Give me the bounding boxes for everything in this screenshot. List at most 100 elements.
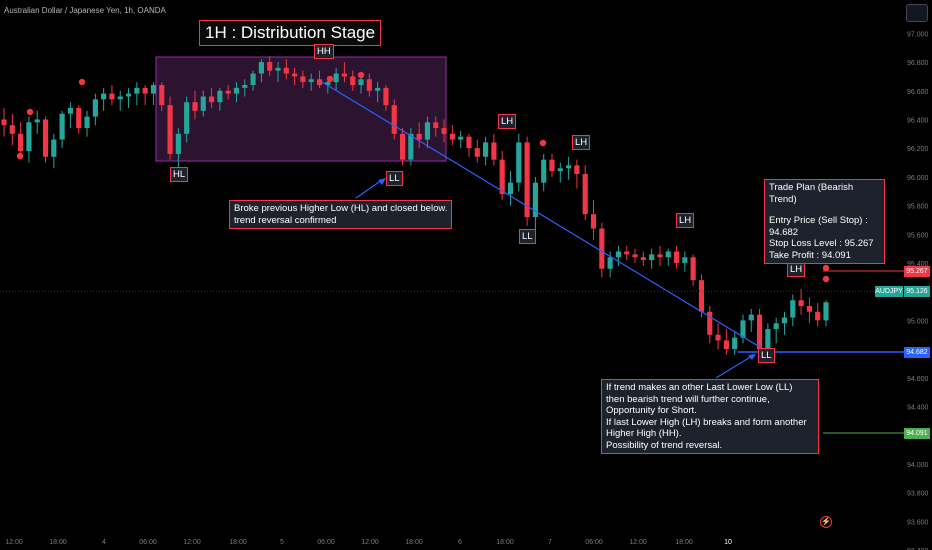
candle-body [366,79,372,91]
candle-body [707,311,713,335]
ticker-tag: AUDJPY [875,286,903,297]
label-lh-3: LH [676,213,695,228]
candle-body [26,122,32,152]
candle-body [159,85,165,106]
candle-body [292,73,298,77]
label-hl: HL [170,167,189,182]
candle-body [765,328,771,350]
candles [1,56,829,364]
broke-line-2: trend reversal confirmed [234,214,337,226]
candle-body [624,251,630,255]
candle-body [300,76,306,83]
candle-body [399,133,406,160]
x-tick-label: 6 [458,539,462,546]
signal-dots [16,71,830,283]
x-tick-label: 7 [548,539,552,546]
candle-body [34,119,40,123]
x-tick-label: 18:00 [675,539,693,546]
candle-body [424,122,431,140]
candle-body [607,257,613,269]
x-tick-label: 06:00 [139,539,157,546]
take-profit-price-tag: 94.091 [904,428,930,439]
lightning-icon[interactable]: ⚡ [820,516,832,528]
signal-dot [78,78,86,86]
candle-body [42,119,49,157]
candle-body [225,90,231,94]
trend-line-3: Opportunity for Short. [606,405,697,416]
bearish-trendline [321,81,769,353]
candle-body [781,317,788,324]
candle-body [483,142,489,157]
candle-body [499,159,505,195]
candle-body [715,334,721,341]
y-tick-label: 96.600 [907,89,929,96]
candle-body [532,182,538,218]
candle-body [250,73,256,86]
candle-body [350,76,356,86]
candle-body [134,87,140,94]
candle-body [582,173,588,215]
x-tick-label: 18:00 [405,539,423,546]
candle-body [524,142,530,218]
candle-body [466,136,472,149]
candle-body [242,85,248,88]
candle-body [815,311,821,321]
label-ll-3: LL [758,348,775,363]
candle-body [200,96,206,111]
candle-body [391,105,397,134]
y-tick-label: 95.600 [907,232,929,239]
candle-body [233,87,240,94]
candle-body [665,251,671,258]
candle-body [541,159,547,183]
candle-body [806,306,812,312]
candle-body [673,251,680,263]
candle-body [757,314,763,350]
candle-body [549,159,555,172]
trade-plan-stop: Stop Loss Level : 95.267 [769,238,874,249]
candle-body [507,182,514,195]
y-tick-label: 95.000 [907,318,929,325]
signal-dot [357,71,365,79]
candle-body [51,139,57,157]
label-lh-4: LH [787,262,806,277]
x-tick-label: 18:00 [49,539,67,546]
label-hh: HH [314,44,334,59]
y-tick-label: 96.000 [907,175,929,182]
y-tick-label: 93.600 [907,519,929,526]
candle-body [76,107,82,129]
candle-body [566,165,572,169]
trend-annotation: If trend makes an other Last Lower Low (… [601,379,819,454]
candle-body [698,280,705,312]
trend-line-5: Higher High (HH). [606,428,682,439]
candle-body [599,228,605,269]
trend-line-1: If trend makes an other Last Lower Low (… [606,382,793,393]
candle-body [192,102,198,111]
candle-body [790,300,796,318]
y-tick-label: 94.600 [907,376,929,383]
candle-body [375,87,381,91]
candle-body [316,79,323,86]
candle-body [557,168,563,172]
trade-plan-tp: Take Profit : 94.091 [769,249,851,261]
signal-dot [822,264,830,272]
candle-body [383,87,389,106]
label-lh-1: LH [498,114,517,129]
candle-body [682,257,688,263]
current-price-tag: 95.126 [904,286,930,297]
signal-dot [539,139,547,147]
candle-body [657,254,663,258]
tradingview-logo-icon[interactable] [906,4,928,22]
candle-body [632,254,638,258]
candle-body [640,257,646,261]
trade-plan-title: Trade Plan (Bearish Trend) [769,182,854,205]
trend-line-6: Possibility of trend reversal. [606,439,723,451]
y-tick-label: 94.000 [907,462,929,469]
label-ll-1: LL [386,171,403,186]
candle-body [217,90,223,103]
candle-body [84,116,90,129]
candle-body [690,257,696,281]
candle-body [333,73,339,83]
candle-body [491,142,497,160]
candle-body [823,302,829,321]
